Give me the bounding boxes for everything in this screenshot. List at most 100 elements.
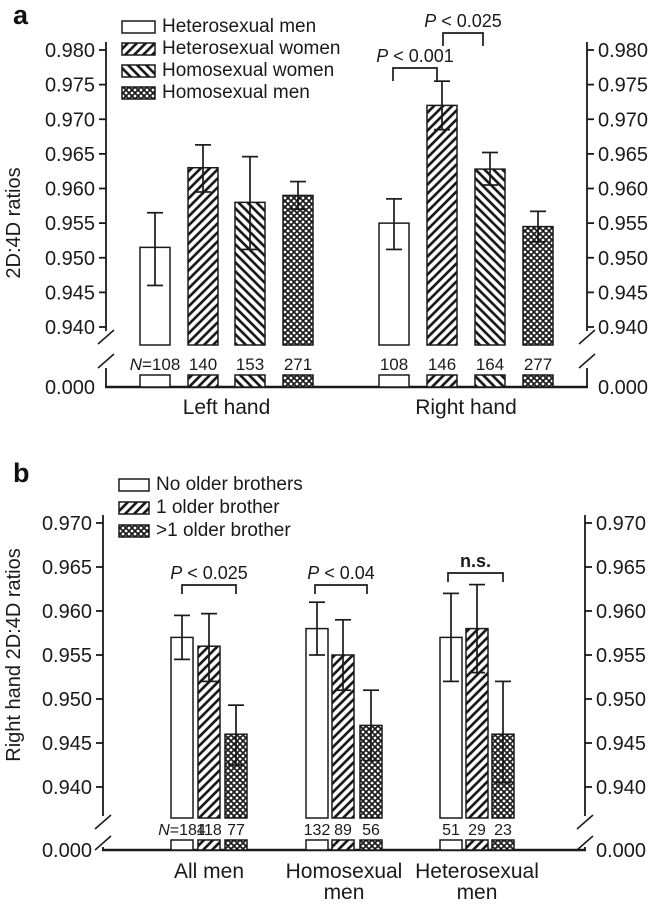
y-axis-right: 0.980 0.975 0.970 0.965 0.960 0.955 0.950 0.945… (578, 40, 648, 399)
significance-label: n.s. (460, 551, 491, 571)
bar-stub (197, 839, 221, 851)
axis-break-slash (578, 329, 596, 345)
axis-break-slash (94, 835, 112, 851)
x-group-label: Left hand (183, 396, 271, 419)
legend-label: >1 older brother (156, 520, 291, 541)
legend-label: Heterosexual women (162, 38, 340, 59)
y-tick-label: 0.960 (598, 179, 648, 201)
y-axis-title: 2D:4D ratios (3, 167, 25, 278)
y-tick-label: 0.965 (596, 557, 646, 579)
y-tick-label: 0.945 (598, 282, 648, 304)
y-tick-label: 0.975 (598, 75, 648, 97)
n-label: N=108 (130, 355, 181, 374)
cross-swatch (118, 524, 150, 538)
n-label: 271 (284, 355, 312, 374)
bar (282, 194, 314, 346)
bar-stub (426, 374, 458, 388)
diag-up-swatch (121, 42, 156, 56)
axis-break-slash (576, 814, 594, 830)
significance-bracket (314, 584, 368, 594)
n-label: 23 (494, 822, 512, 839)
y-axis-title: Right hand 2D:4D ratios (3, 548, 25, 761)
y-tick-label: 0.950 (42, 689, 92, 711)
n-label: 51 (442, 822, 460, 839)
legend-item: No older brothers (118, 474, 303, 495)
axis-break-slash (94, 814, 112, 830)
bar-stub (331, 839, 355, 851)
legend-item: Heterosexual men (121, 16, 316, 37)
y-tick-label: 0.980 (45, 40, 95, 62)
significance-label: P < 0.025 (170, 563, 248, 583)
legend-item: Heterosexual women (121, 38, 340, 59)
y-tick-label: 0.945 (45, 282, 95, 304)
n-label: 118 (196, 822, 222, 839)
y-tick-label: 0.970 (45, 109, 95, 131)
significance-bracket (442, 32, 484, 46)
y-axis-right: 0.970 0.965 0.960 0.955 0.950 0.945 0.940 0.000 (576, 513, 646, 862)
x-group-label: men (324, 881, 365, 904)
bar-stub (465, 839, 489, 851)
y-tick-label: 0.940 (42, 777, 92, 799)
legend-item: >1 older brother (118, 520, 291, 541)
bar (187, 166, 219, 346)
legend-item: Homosexual men (121, 82, 310, 103)
significance-label: P < 0.04 (307, 563, 375, 583)
n-label: 146 (428, 355, 456, 374)
cross-swatch (121, 86, 156, 100)
y-tick-label: 0.955 (598, 213, 648, 235)
legend-item: 1 older brother (118, 497, 280, 518)
legend-label: Heterosexual men (162, 16, 316, 37)
y-tick-label: 0.950 (45, 248, 95, 270)
significance-bracket (181, 584, 237, 594)
significance-bracket (392, 67, 438, 81)
y-tick-label: 0.970 (42, 513, 92, 535)
n-label: 132 (304, 822, 331, 839)
bar (426, 104, 458, 346)
y-tick-label: 0.950 (598, 248, 648, 270)
n-label: 29 (468, 822, 486, 839)
axis-break-slash (97, 353, 115, 369)
legend-label: Homosexual men (162, 82, 310, 103)
open-swatch (121, 20, 156, 34)
y-axis-break-label: 0.000 (45, 377, 95, 399)
bar (474, 168, 506, 346)
y-tick-label: 0.965 (42, 557, 92, 579)
y-tick-label: 0.945 (596, 733, 646, 755)
y-tick-label: 0.955 (596, 645, 646, 667)
n-label: 153 (236, 355, 264, 374)
bar-stub (305, 839, 329, 851)
bar-stub (139, 374, 171, 388)
y-axis-break-label: 0.000 (596, 840, 646, 862)
y-tick-label: 0.960 (42, 601, 92, 623)
legend-label: No older brothers (156, 474, 303, 495)
y-axis-break-label: 0.000 (598, 377, 648, 399)
y-tick-label: 0.960 (596, 601, 646, 623)
bar-stub (359, 839, 383, 851)
bar (522, 225, 554, 346)
open-swatch (118, 478, 150, 492)
x-group-label: Homosexual (286, 860, 403, 883)
bar (305, 627, 329, 819)
n-label: 164 (476, 355, 504, 374)
n-label: 277 (524, 355, 552, 374)
bar-stub (378, 374, 410, 388)
y-tick-label: 0.970 (596, 513, 646, 535)
x-group-label: Right hand (415, 396, 517, 419)
n-label: 77 (227, 822, 245, 839)
y-tick-label: 0.950 (596, 689, 646, 711)
legend-item: Homosexual women (121, 60, 334, 81)
bar-stub (474, 374, 506, 388)
y-tick-label: 0.940 (596, 777, 646, 799)
y-tick-label: 0.940 (45, 317, 95, 339)
y-axis-break-label: 0.000 (42, 840, 92, 862)
x-group-label: Heterosexual (415, 860, 539, 883)
bar (170, 636, 194, 819)
n-label: 89 (334, 822, 352, 839)
y-tick-label: 0.975 (45, 75, 95, 97)
panel-a-chart: 0.980 0.975 0.970 0.965 0.960 0.955 0.950 0.945… (3, 11, 648, 419)
axis-break-slash (576, 835, 594, 851)
legend-label: 1 older brother (156, 497, 280, 518)
bar-stub (522, 374, 554, 388)
panel-b-label: b (13, 458, 30, 488)
